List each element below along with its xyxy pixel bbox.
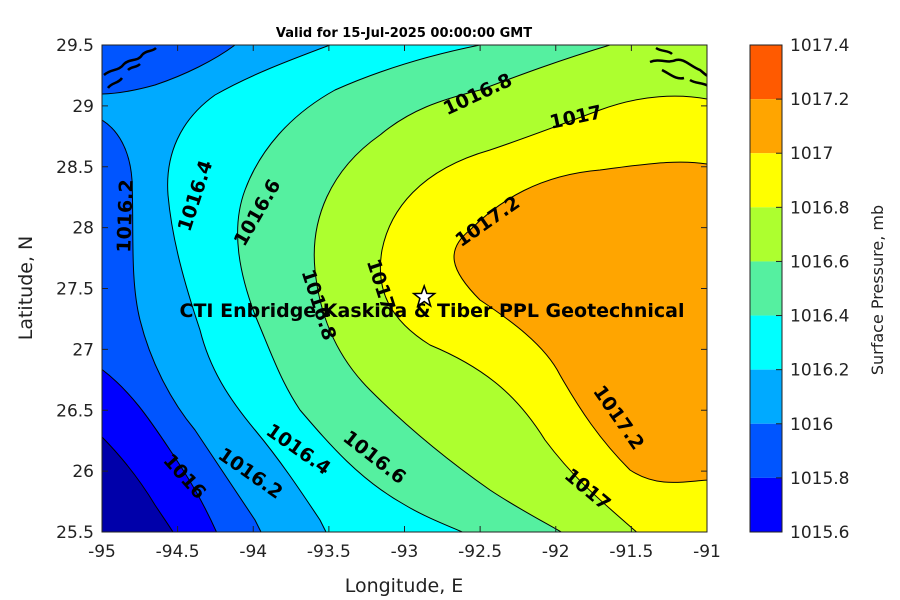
contour-fill-layer: [102, 45, 707, 532]
x-tick-label: -93.5: [307, 542, 351, 562]
colorbar-tick-label: 1016.8: [790, 198, 849, 218]
colorbar-swatch: [750, 261, 782, 316]
colorbar: 1017.4 1017.2 1017 1016.8 1016.6 1016.4 1016.2…: [749, 36, 849, 543]
colorbar-swatch: [750, 423, 782, 478]
colorbar-tick-label: 1016.6: [790, 252, 849, 272]
colorbar-swatch: [750, 45, 782, 100]
colorbar-tick-label: 1016.2: [790, 361, 849, 381]
colorbar-tick-label: 1016.4: [790, 307, 849, 327]
y-axis-ticks: 29.5 29 28.5 28 27.5 27 26.5 26 25.5: [56, 36, 707, 543]
coastline: [103, 46, 707, 89]
x-axis-label: Longitude, E: [345, 575, 464, 597]
x-tick-label: -94: [239, 542, 267, 562]
y-tick-label: 27.5: [56, 280, 94, 300]
colorbar-swatch: [750, 315, 782, 370]
colorbar-swatch: [750, 369, 782, 424]
y-tick-label: 28.5: [56, 158, 94, 178]
x-tick-label: -91.5: [609, 542, 653, 562]
site-marker: [411, 283, 437, 308]
colorbar-tick-label: 1017.4: [790, 36, 849, 56]
y-tick-label: 25.5: [56, 523, 94, 543]
y-tick-label: 26.5: [56, 401, 94, 421]
site-label: CTI Enbridge Kaskida & Tiber PPL Geotech…: [180, 300, 685, 322]
x-tick-label: -92: [542, 542, 570, 562]
x-tick-label: -91: [693, 542, 721, 562]
colorbar-label: Surface Pressure, mb: [868, 205, 887, 375]
band-1015-6: [102, 436, 174, 532]
map-title: Valid for 15-Jul-2025 00:00:00 GMT: [276, 26, 532, 41]
band-nw-corner: [102, 45, 236, 95]
site-star-icon: [411, 283, 437, 308]
colorbar-swatch: [750, 99, 782, 154]
colorbar-tick-label: 1017.2: [790, 90, 849, 110]
colorbar-tick-label: 1016: [790, 415, 833, 435]
x-tick-label: -95: [88, 542, 116, 562]
x-axis-ticks: -95 -94.5 -94 -93.5 -93 -92.5 -92 -91.5 -91: [88, 45, 721, 562]
colorbar-swatch: [750, 207, 782, 262]
x-tick-label: -93: [391, 542, 419, 562]
colorbar-tick-label: 1015.6: [790, 523, 849, 543]
x-tick-label: -94.5: [156, 542, 200, 562]
y-tick-label: 28: [72, 219, 94, 239]
y-tick-label: 26: [72, 462, 94, 482]
colorbar-swatch: [750, 153, 782, 208]
contour-label: 1016.2: [113, 179, 138, 253]
y-tick-label: 27: [72, 340, 94, 360]
colorbar-tick-label: 1017: [790, 144, 833, 164]
y-tick-label: 29: [72, 97, 94, 117]
y-tick-label: 29.5: [56, 36, 94, 56]
x-tick-label: -92.5: [458, 542, 502, 562]
colorbar-tick-label: 1015.8: [790, 469, 849, 489]
colorbar-frame: [749, 44, 783, 533]
colorbar-swatch: [750, 477, 782, 532]
y-axis-label: Latitude, N: [15, 236, 37, 341]
